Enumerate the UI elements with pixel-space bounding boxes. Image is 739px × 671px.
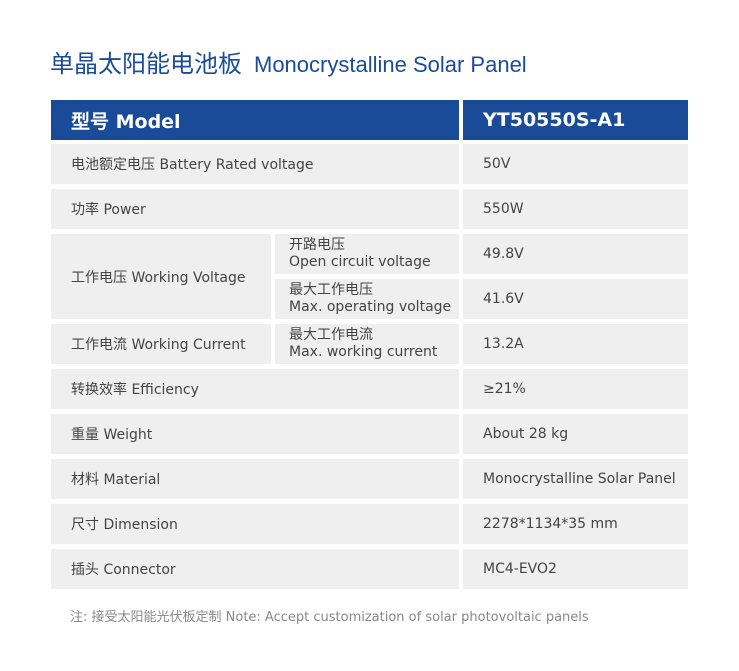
row-value: 49.8V — [463, 234, 688, 274]
row-value: 2278*1134*35 mm — [463, 504, 688, 544]
row-value: 550W — [463, 189, 688, 229]
sub-label-cn: 开路电压 — [289, 237, 345, 253]
row-value: 50V — [463, 144, 688, 184]
row-value: Monocrystalline Solar Panel — [463, 459, 688, 499]
sub-label-en: Max. working current — [289, 344, 438, 360]
row-label: 插头 Connector — [51, 549, 459, 589]
sub-label: 最大工作电流 Max. working current — [275, 324, 459, 364]
row-value: MC4-EVO2 — [463, 549, 688, 589]
row-value: About 28 kg — [463, 414, 688, 454]
row-value: 13.2A — [463, 324, 688, 364]
header-label: 型号 Model — [51, 100, 459, 140]
footnote: 注: 接受太阳能光伏板定制 Note: Accept customization… — [70, 610, 589, 625]
page-title: 单晶太阳能电池板 Monocrystalline Solar Panel — [50, 44, 527, 79]
sub-label-en: Max. operating voltage — [289, 299, 452, 315]
row-label: 工作电流 Working Current — [51, 324, 271, 364]
sub-label: 最大工作电压 Max. operating voltage — [275, 279, 459, 319]
title-cn: 单晶太阳能电池板 — [50, 50, 242, 78]
sub-label-cn: 最大工作电压 — [289, 282, 373, 298]
row-label: 工作电压 Working Voltage — [51, 234, 271, 319]
row-label: 电池额定电压 Battery Rated voltage — [51, 144, 459, 184]
row-value: 41.6V — [463, 279, 688, 319]
sub-label-cn: 最大工作电流 — [289, 327, 373, 343]
row-label: 功率 Power — [51, 189, 459, 229]
row-label: 材料 Material — [51, 459, 459, 499]
row-label: 尺寸 Dimension — [51, 504, 459, 544]
row-label: 转换效率 Efficiency — [51, 369, 459, 409]
row-value: ≥21% — [463, 369, 688, 409]
sub-label-en: Open circuit voltage — [289, 254, 431, 270]
row-label: 重量 Weight — [51, 414, 459, 454]
header-value: YT50550S-A1 — [463, 100, 688, 140]
title-en: Monocrystalline Solar Panel — [254, 52, 527, 77]
sub-label: 开路电压 Open circuit voltage — [275, 234, 459, 274]
